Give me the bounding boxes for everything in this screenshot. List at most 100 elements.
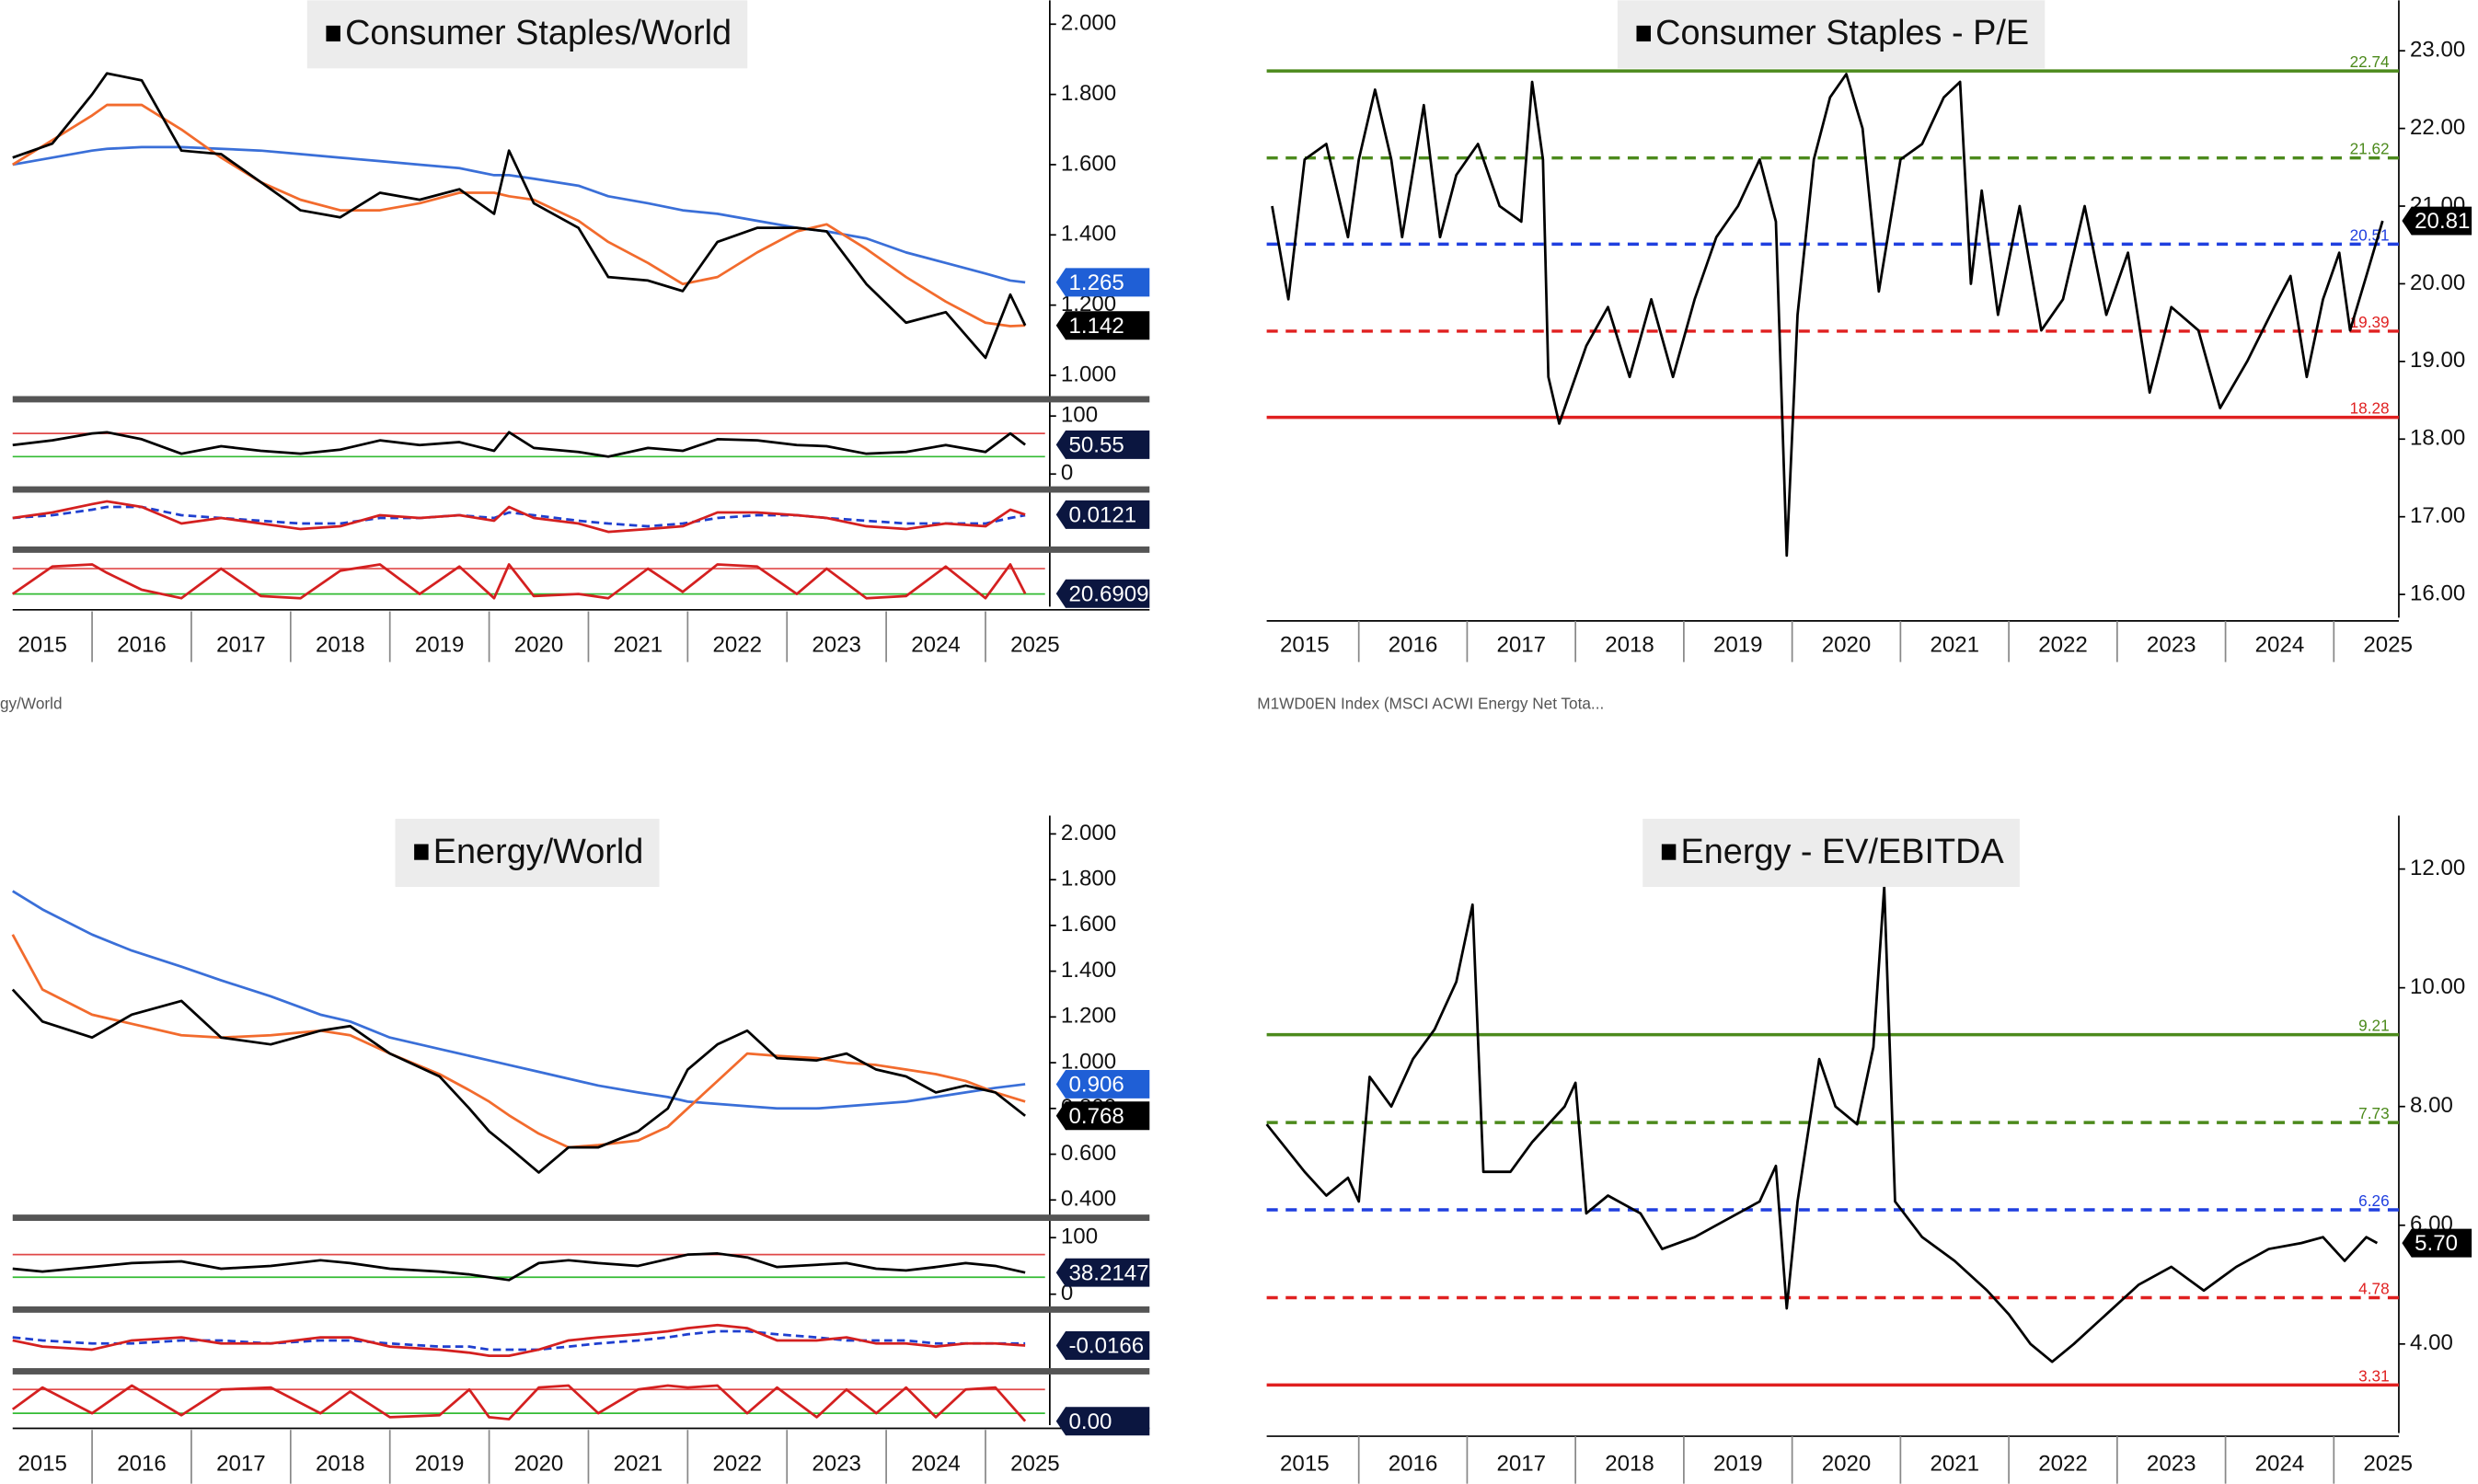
- y-tick-label: 2.000: [1061, 11, 1116, 36]
- y-tick-label: 1.600: [1061, 912, 1116, 937]
- value-tag: [2402, 206, 2472, 236]
- panel-separator: [12, 546, 1150, 553]
- level-label: 3.31: [2358, 1366, 2389, 1385]
- x-tick-label: 2020: [514, 633, 564, 658]
- value-tag: [1055, 1330, 1150, 1360]
- title-box: [1617, 0, 2046, 69]
- x-tick-label: 2015: [17, 633, 67, 658]
- y-tick-label: 10.00: [2410, 974, 2465, 999]
- x-tick-label: 2017: [216, 633, 266, 658]
- value-tag: [1055, 268, 1150, 297]
- level-label: 7.73: [2358, 1104, 2389, 1122]
- value-tag: [1055, 500, 1150, 529]
- x-tick-label: 2018: [1605, 1451, 1654, 1476]
- y-tick-label: 12.00: [2410, 856, 2465, 880]
- y-tick-label: 20.00: [2410, 270, 2465, 295]
- title-icon: [414, 844, 429, 860]
- x-tick-label: 2018: [316, 1451, 365, 1476]
- level-label: 18.28: [2350, 399, 2390, 418]
- x-tick-label: 2023: [2147, 1451, 2196, 1476]
- panel-separator: [12, 1214, 1150, 1222]
- value-tag-label: 0.00: [1069, 1409, 1112, 1434]
- y-tick-label: 2.000: [1061, 821, 1116, 846]
- x-tick-label: 2024: [2255, 1451, 2305, 1476]
- x-tick-label: 2017: [1497, 633, 1547, 658]
- x-tick-label: 2022: [712, 633, 762, 658]
- level-label: 19.39: [2350, 313, 2390, 331]
- y-tick-label: 0: [1061, 461, 1073, 486]
- x-tick-label: 2022: [2038, 1451, 2088, 1476]
- x-tick-label: 2015: [1280, 633, 1330, 658]
- x-tick-label: 2025: [1010, 1451, 1060, 1476]
- value-tag-label: 50.55: [1069, 432, 1124, 457]
- x-tick-label: 2018: [316, 633, 365, 658]
- y-tick-label: 1.800: [1061, 81, 1116, 106]
- title-box: [1642, 818, 2020, 887]
- level-label: 4.78: [2358, 1279, 2389, 1297]
- caption: gy/World: [0, 695, 63, 713]
- y-tick-label: 0: [1061, 1281, 1073, 1306]
- y-tick-label: 4.00: [2410, 1330, 2453, 1355]
- x-tick-label: 2021: [614, 1451, 663, 1476]
- chart-title: Energy/World: [433, 833, 644, 871]
- value-tag: [1055, 311, 1150, 340]
- level-label: 6.26: [2358, 1191, 2389, 1210]
- x-tick-label: 2024: [2255, 633, 2305, 658]
- y-tick-label: 0.600: [1061, 1141, 1116, 1166]
- x-tick-label: 2022: [2038, 633, 2088, 658]
- y-tick-label: 17.00: [2410, 503, 2465, 528]
- y-tick-label: 22.00: [2410, 115, 2465, 140]
- y-tick-label: 23.00: [2410, 38, 2465, 63]
- y-tick-label: 1.800: [1061, 867, 1116, 892]
- value-tag-label: 5.70: [2415, 1231, 2458, 1256]
- series-line: [12, 103, 1026, 328]
- chart-title: Consumer Staples - P/E: [1655, 14, 2029, 52]
- series-line: [11, 1384, 1027, 1422]
- y-tick-label: 1.400: [1061, 958, 1116, 983]
- y-tick-label: 1.600: [1061, 151, 1116, 176]
- value-tag-label: 0.768: [1069, 1104, 1124, 1129]
- x-tick-label: 2016: [1389, 1451, 1438, 1476]
- title-box: [395, 818, 660, 887]
- x-tick-label: 2016: [1389, 633, 1438, 658]
- x-tick-label: 2019: [415, 633, 465, 658]
- level-label: 21.62: [2350, 140, 2390, 158]
- x-tick-label: 2016: [117, 1451, 167, 1476]
- x-tick-label: 2015: [1280, 1451, 1330, 1476]
- series-line: [12, 1323, 1026, 1358]
- x-tick-label: 2025: [2363, 633, 2413, 658]
- y-tick-label: 8.00: [2410, 1093, 2453, 1118]
- series-line: [1271, 73, 2384, 558]
- series-line: [12, 500, 1026, 534]
- x-tick-label: 2015: [17, 1451, 67, 1476]
- title-icon: [1636, 25, 1651, 42]
- title-icon: [1661, 844, 1677, 860]
- value-tag-label: -0.0166: [1069, 1334, 1145, 1359]
- value-tag: [1055, 579, 1150, 608]
- x-tick-label: 2025: [2363, 1451, 2413, 1476]
- series-line: [12, 1252, 1026, 1282]
- value-tag-label: 0.906: [1069, 1073, 1124, 1098]
- x-tick-label: 2021: [1930, 633, 1979, 658]
- panel-separator: [12, 1306, 1150, 1313]
- x-tick-label: 2020: [1822, 1451, 1872, 1476]
- series-line: [11, 563, 1027, 600]
- series-line: [12, 72, 1027, 360]
- level-label: 20.51: [2350, 225, 2390, 244]
- title-icon: [326, 25, 340, 42]
- y-tick-label: 16.00: [2410, 581, 2465, 605]
- title-box: [306, 0, 748, 69]
- x-tick-label: 2024: [911, 633, 961, 658]
- x-tick-label: 2024: [911, 1451, 961, 1476]
- value-tag: [1055, 1069, 1150, 1099]
- caption: M1WD0EN Index (MSCI ACWI Energy Net Tota…: [1257, 695, 1604, 713]
- x-tick-label: 2018: [1605, 633, 1654, 658]
- x-tick-label: 2016: [117, 633, 167, 658]
- x-tick-label: 2019: [415, 1451, 465, 1476]
- value-tag-label: 1.265: [1069, 270, 1124, 295]
- y-tick-label: 0.400: [1061, 1187, 1116, 1212]
- series-line: [12, 890, 1026, 1110]
